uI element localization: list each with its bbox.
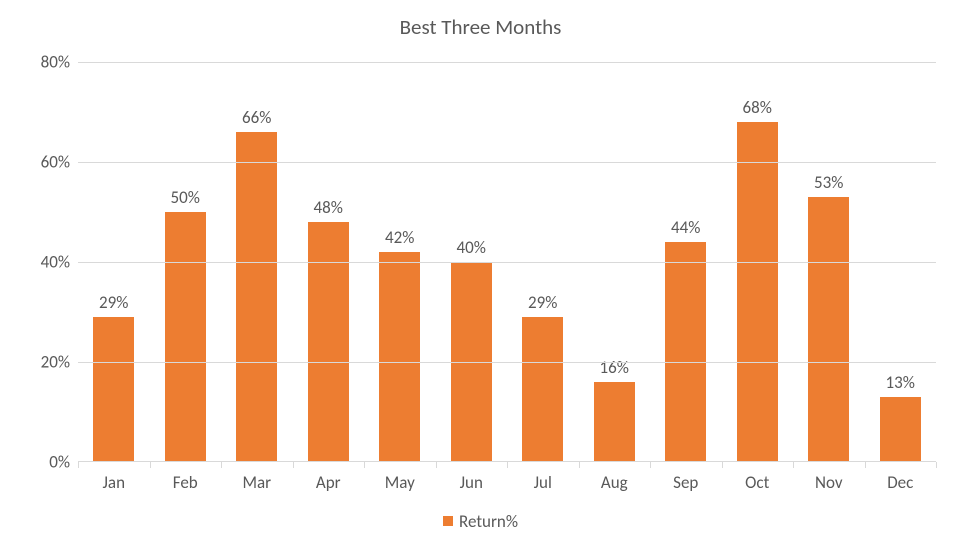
bar-value-label: 44% <box>671 217 700 238</box>
x-tickmark <box>221 462 222 468</box>
legend: Return% <box>0 510 961 532</box>
bar <box>808 197 849 462</box>
x-tick-label: Jul <box>534 472 552 493</box>
y-tick-label: 80% <box>41 52 70 73</box>
x-tick-label: Jun <box>460 472 483 493</box>
bar-value-label: 48% <box>314 197 343 218</box>
bar <box>379 252 420 462</box>
bar-value-label: 29% <box>528 292 557 313</box>
bar <box>880 397 921 462</box>
plot-area: 29%50%66%48%42%40%29%16%44%68%53%13% 0%2… <box>78 62 936 462</box>
x-tick-label: Nov <box>815 472 843 493</box>
legend-item: Return% <box>443 511 518 532</box>
x-tickmark <box>78 462 79 468</box>
gridline <box>78 262 936 263</box>
chart-container: Best Three Months 29% 50% 66% 48% 42% 40% 29% 1… <box>0 0 961 542</box>
x-tickmark <box>793 462 794 468</box>
y-tick-label: 40% <box>41 252 70 273</box>
x-tick-label: Mar <box>242 472 271 493</box>
gridline <box>78 62 936 63</box>
x-tickmark <box>293 462 294 468</box>
bar-value-label: 40% <box>457 237 486 258</box>
x-tick-label: Dec <box>887 472 913 493</box>
x-tick-label: Jan <box>103 472 126 493</box>
y-tick-label: 20% <box>41 352 70 373</box>
x-tickmark <box>936 462 937 468</box>
x-tickmark <box>722 462 723 468</box>
x-tickmark <box>364 462 365 468</box>
bar <box>165 212 206 462</box>
bar-value-label: 16% <box>600 357 629 378</box>
bar-value-label: 29% <box>99 292 128 313</box>
x-tick-label: Apr <box>316 472 341 493</box>
legend-swatch <box>443 516 453 526</box>
bar-value-label: 13% <box>886 372 915 393</box>
x-tick-label: Aug <box>601 472 628 493</box>
gridline <box>78 362 936 363</box>
x-tick-label: Feb <box>173 472 198 493</box>
x-tickmark <box>579 462 580 468</box>
y-tick-label: 60% <box>41 152 70 173</box>
bar-value-label: 68% <box>743 97 772 118</box>
x-tick-label: Oct <box>745 472 769 493</box>
x-tickmark <box>865 462 866 468</box>
bar <box>594 382 635 462</box>
x-tick-label: May <box>385 472 415 493</box>
bar-value-label: 53% <box>814 172 843 193</box>
bar <box>665 242 706 462</box>
bar <box>737 122 778 462</box>
bar-value-label: 42% <box>385 227 414 248</box>
legend-label: Return% <box>459 511 518 532</box>
bar-value-label: 66% <box>242 107 271 128</box>
bar <box>93 317 134 462</box>
bar <box>308 222 349 462</box>
bar <box>522 317 563 462</box>
x-tickmark <box>507 462 508 468</box>
x-tickmark <box>150 462 151 468</box>
y-tick-label: 0% <box>49 452 70 473</box>
chart-title: Best Three Months <box>0 14 961 40</box>
bar <box>236 132 277 462</box>
gridline <box>78 162 936 163</box>
bar-value-label: 50% <box>171 187 200 208</box>
x-tickmark <box>650 462 651 468</box>
x-tick-label: Sep <box>673 472 698 493</box>
x-tickmark <box>436 462 437 468</box>
